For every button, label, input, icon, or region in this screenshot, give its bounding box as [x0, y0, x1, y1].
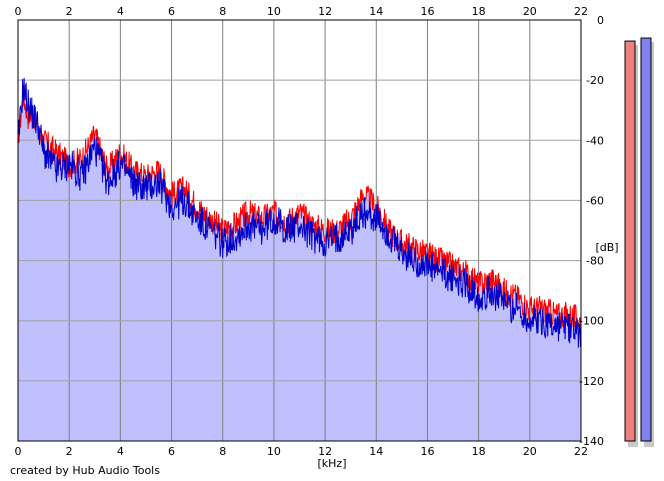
x-tick-label: 18 [472, 5, 486, 18]
x-tick-label: 12 [318, 445, 332, 458]
y-tick-label: -120 [579, 375, 604, 388]
x-tick-label: 2 [66, 5, 73, 18]
y-tick-label: -100 [579, 315, 604, 328]
y-tick-label: 0 [597, 14, 604, 27]
x-tick-label: 12 [318, 5, 332, 18]
x-tick-labels-top: 0 2 4 6 8 10 12 14 16 18 20 22 [15, 5, 589, 18]
plot-frame [17, 19, 582, 442]
x-axis-label: [kHz] [318, 457, 347, 470]
series-lines [17, 77, 582, 348]
x-tick-label: 16 [420, 5, 434, 18]
x-tick-label: 8 [219, 445, 226, 458]
x-tick-label: 22 [574, 445, 588, 458]
x-tick-label: 6 [168, 445, 175, 458]
series-line-red [17, 85, 582, 333]
level-meter-left [624, 40, 636, 442]
x-tick-label: 4 [117, 5, 124, 18]
y-axis-label: [dB] [595, 241, 618, 254]
credit-text: created by Hub Audio Tools [10, 464, 160, 477]
x-tick-label: 4 [117, 445, 124, 458]
x-tick-label: 14 [369, 445, 383, 458]
x-tick-label: 2 [66, 445, 73, 458]
x-tick-label: 20 [523, 445, 537, 458]
x-tick-label: 18 [472, 445, 486, 458]
x-tick-label: 16 [420, 445, 434, 458]
y-tick-label: -20 [586, 74, 604, 87]
x-tick-label: 10 [267, 445, 281, 458]
plot-border [17, 19, 582, 442]
x-tick-label: 0 [15, 445, 22, 458]
x-tick-label: 6 [168, 5, 175, 18]
y-tick-label: -40 [586, 134, 604, 147]
y-tick-label: -140 [579, 435, 604, 448]
x-tick-labels-bottom: 0 2 4 6 8 10 12 14 16 18 20 22 [15, 445, 589, 458]
x-tick-label: 0 [15, 5, 22, 18]
y-tick-label: -80 [586, 255, 604, 268]
series-line-blue [17, 77, 582, 348]
y-tick-labels: 0 -20 -40 -60 -80 -100 -120 -140 [579, 14, 604, 448]
level-meter-right [640, 37, 652, 442]
x-tick-label: 14 [369, 5, 383, 18]
y-tick-label: -60 [586, 194, 604, 207]
x-tick-label: 10 [267, 5, 281, 18]
x-tick-label: 22 [574, 5, 588, 18]
x-tick-label: 20 [523, 5, 537, 18]
x-tick-label: 8 [219, 5, 226, 18]
level-meters [624, 37, 654, 448]
